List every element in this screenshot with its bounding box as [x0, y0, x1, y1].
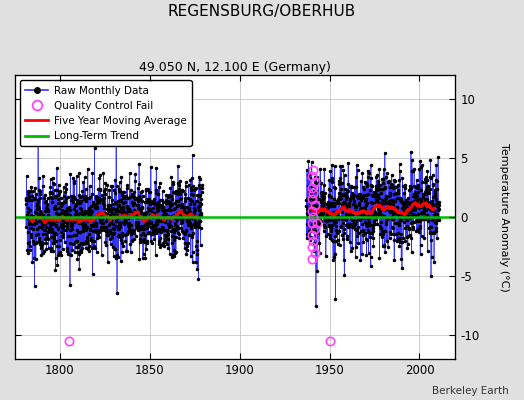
Y-axis label: Temperature Anomaly (°C): Temperature Anomaly (°C)	[499, 143, 509, 292]
Text: REGENSBURG/OBERHUB: REGENSBURG/OBERHUB	[168, 4, 356, 19]
Title: 49.050 N, 12.100 E (Germany): 49.050 N, 12.100 E (Germany)	[139, 61, 331, 74]
Text: Berkeley Earth: Berkeley Earth	[432, 386, 508, 396]
Legend: Raw Monthly Data, Quality Control Fail, Five Year Moving Average, Long-Term Tren: Raw Monthly Data, Quality Control Fail, …	[20, 80, 191, 146]
